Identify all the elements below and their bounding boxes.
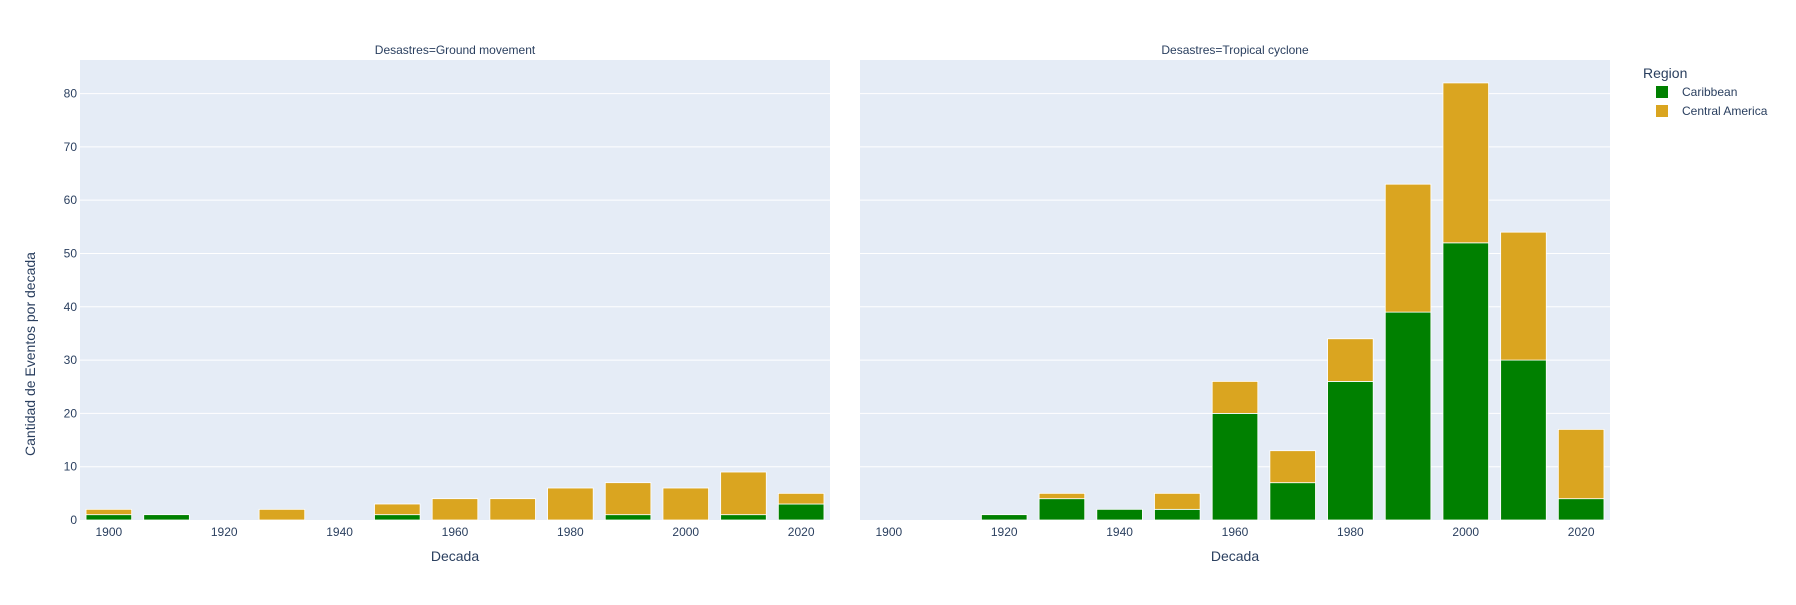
bar-central-america-1980[interactable]	[547, 487, 594, 521]
facet-panel-0: 1900 1920 1940 1960 1980 2000 2020 0 10 20 30 40 50 6…	[64, 43, 830, 564]
x-tick-label: 1960	[1222, 525, 1249, 539]
legend-swatch	[1656, 105, 1668, 117]
bar-central-america-1930[interactable]	[258, 508, 306, 521]
bar-central-america-1960[interactable]	[431, 498, 479, 521]
y-tick-label: 70	[64, 140, 78, 154]
legend-swatch	[1656, 86, 1668, 98]
bar-central-america-1950[interactable]	[1154, 492, 1201, 510]
facet-title: Desastres=Tropical cyclone	[1161, 43, 1309, 57]
legend-item-caribbean[interactable]: Caribbean	[1656, 85, 1737, 99]
x-tick-label: 1980	[557, 525, 584, 539]
bar-central-america-2010[interactable]	[720, 471, 767, 516]
bar-caribbean-1950[interactable]	[1154, 508, 1201, 521]
bars	[85, 471, 825, 521]
bar-caribbean-1970[interactable]	[1269, 482, 1316, 521]
bar-central-america-1980[interactable]	[1327, 338, 1374, 382]
x-tick-label: 2020	[1568, 525, 1595, 539]
facets-layer: 1900 1920 1940 1960 1980 2000 2020 0 10 20 30 40 50 6…	[64, 43, 1610, 564]
x-tick-label: 1960	[442, 525, 469, 539]
x-tick-label: 1980	[1337, 525, 1364, 539]
bar-caribbean-1960[interactable]	[1211, 412, 1259, 521]
y-axis-title: Cantidad de Eventos por decada	[22, 252, 38, 456]
x-tick-label: 2020	[788, 525, 815, 539]
bar-central-america-1970[interactable]	[1269, 450, 1316, 484]
facet-panel-1: 1900 1920 1940 1960 1980 2000 2020 Desastres=Tr…	[860, 43, 1610, 564]
x-tick-label: 2000	[1452, 525, 1479, 539]
x-tick-label: 1940	[326, 525, 353, 539]
legend-label: Central America	[1682, 104, 1768, 118]
x-tick-label: 2000	[672, 525, 699, 539]
y-tick-label: 30	[64, 353, 78, 367]
y-tick-label: 50	[64, 246, 78, 260]
bar-caribbean-2010[interactable]	[720, 514, 767, 521]
bar-central-america-1990[interactable]	[604, 482, 652, 516]
x-tick-label: 1920	[991, 525, 1018, 539]
x-tick-label: 1920	[211, 525, 238, 539]
bar-caribbean-2020[interactable]	[777, 503, 825, 521]
bar-caribbean-1950[interactable]	[374, 514, 421, 521]
bar-caribbean-1930[interactable]	[1038, 498, 1086, 521]
x-tick-label: 1940	[1106, 525, 1133, 539]
y-tick-label: 0	[70, 513, 77, 527]
x-tick-label: 1900	[875, 525, 902, 539]
y-tick-label: 40	[64, 300, 78, 314]
legend-item-central-america[interactable]: Central America	[1656, 104, 1768, 118]
legend-items: Caribbean Central America	[1656, 85, 1768, 118]
legend[interactable]: Region Caribbean Central America	[1643, 65, 1768, 118]
bars	[981, 82, 1605, 521]
bar-caribbean-2000[interactable]	[1442, 242, 1489, 521]
bar-central-america-1900[interactable]	[85, 508, 133, 516]
bar-caribbean-1990[interactable]	[604, 514, 652, 521]
bar-caribbean-1900[interactable]	[85, 514, 133, 521]
bar-central-america-1930[interactable]	[1038, 492, 1086, 500]
bar-caribbean-1920[interactable]	[981, 514, 1028, 521]
bar-central-america-1960[interactable]	[1211, 381, 1259, 414]
bar-caribbean-1940[interactable]	[1096, 508, 1143, 521]
bar-caribbean-1980[interactable]	[1327, 381, 1374, 521]
y-tick-label: 80	[64, 87, 78, 101]
bar-central-america-1950[interactable]	[374, 503, 421, 516]
y-tick-label: 20	[64, 406, 78, 420]
y-tick-label: 10	[64, 460, 78, 474]
y-tick-label: 60	[64, 193, 78, 207]
x-axis-title: Decada	[431, 548, 479, 564]
bar-central-america-1990[interactable]	[1384, 183, 1432, 313]
facet-title: Desastres=Ground movement	[375, 43, 536, 57]
plot-background	[80, 60, 830, 520]
bar-central-america-2000[interactable]	[1442, 82, 1489, 244]
bar-central-america-1970[interactable]	[489, 498, 536, 521]
bar-caribbean-1910[interactable]	[143, 514, 190, 521]
bar-caribbean-2020[interactable]	[1557, 498, 1605, 521]
bar-central-america-2010[interactable]	[1500, 231, 1547, 361]
bar-caribbean-2010[interactable]	[1500, 359, 1547, 521]
legend-label: Caribbean	[1682, 85, 1737, 99]
bar-central-america-2020[interactable]	[1557, 428, 1605, 500]
bar-central-america-2000[interactable]	[662, 487, 709, 521]
bar-central-america-2020[interactable]	[777, 492, 825, 505]
bar-caribbean-1990[interactable]	[1384, 311, 1432, 521]
x-tick-label: 1900	[95, 525, 122, 539]
legend-title: Region	[1643, 65, 1687, 81]
x-axis-title: Decada	[1211, 548, 1259, 564]
